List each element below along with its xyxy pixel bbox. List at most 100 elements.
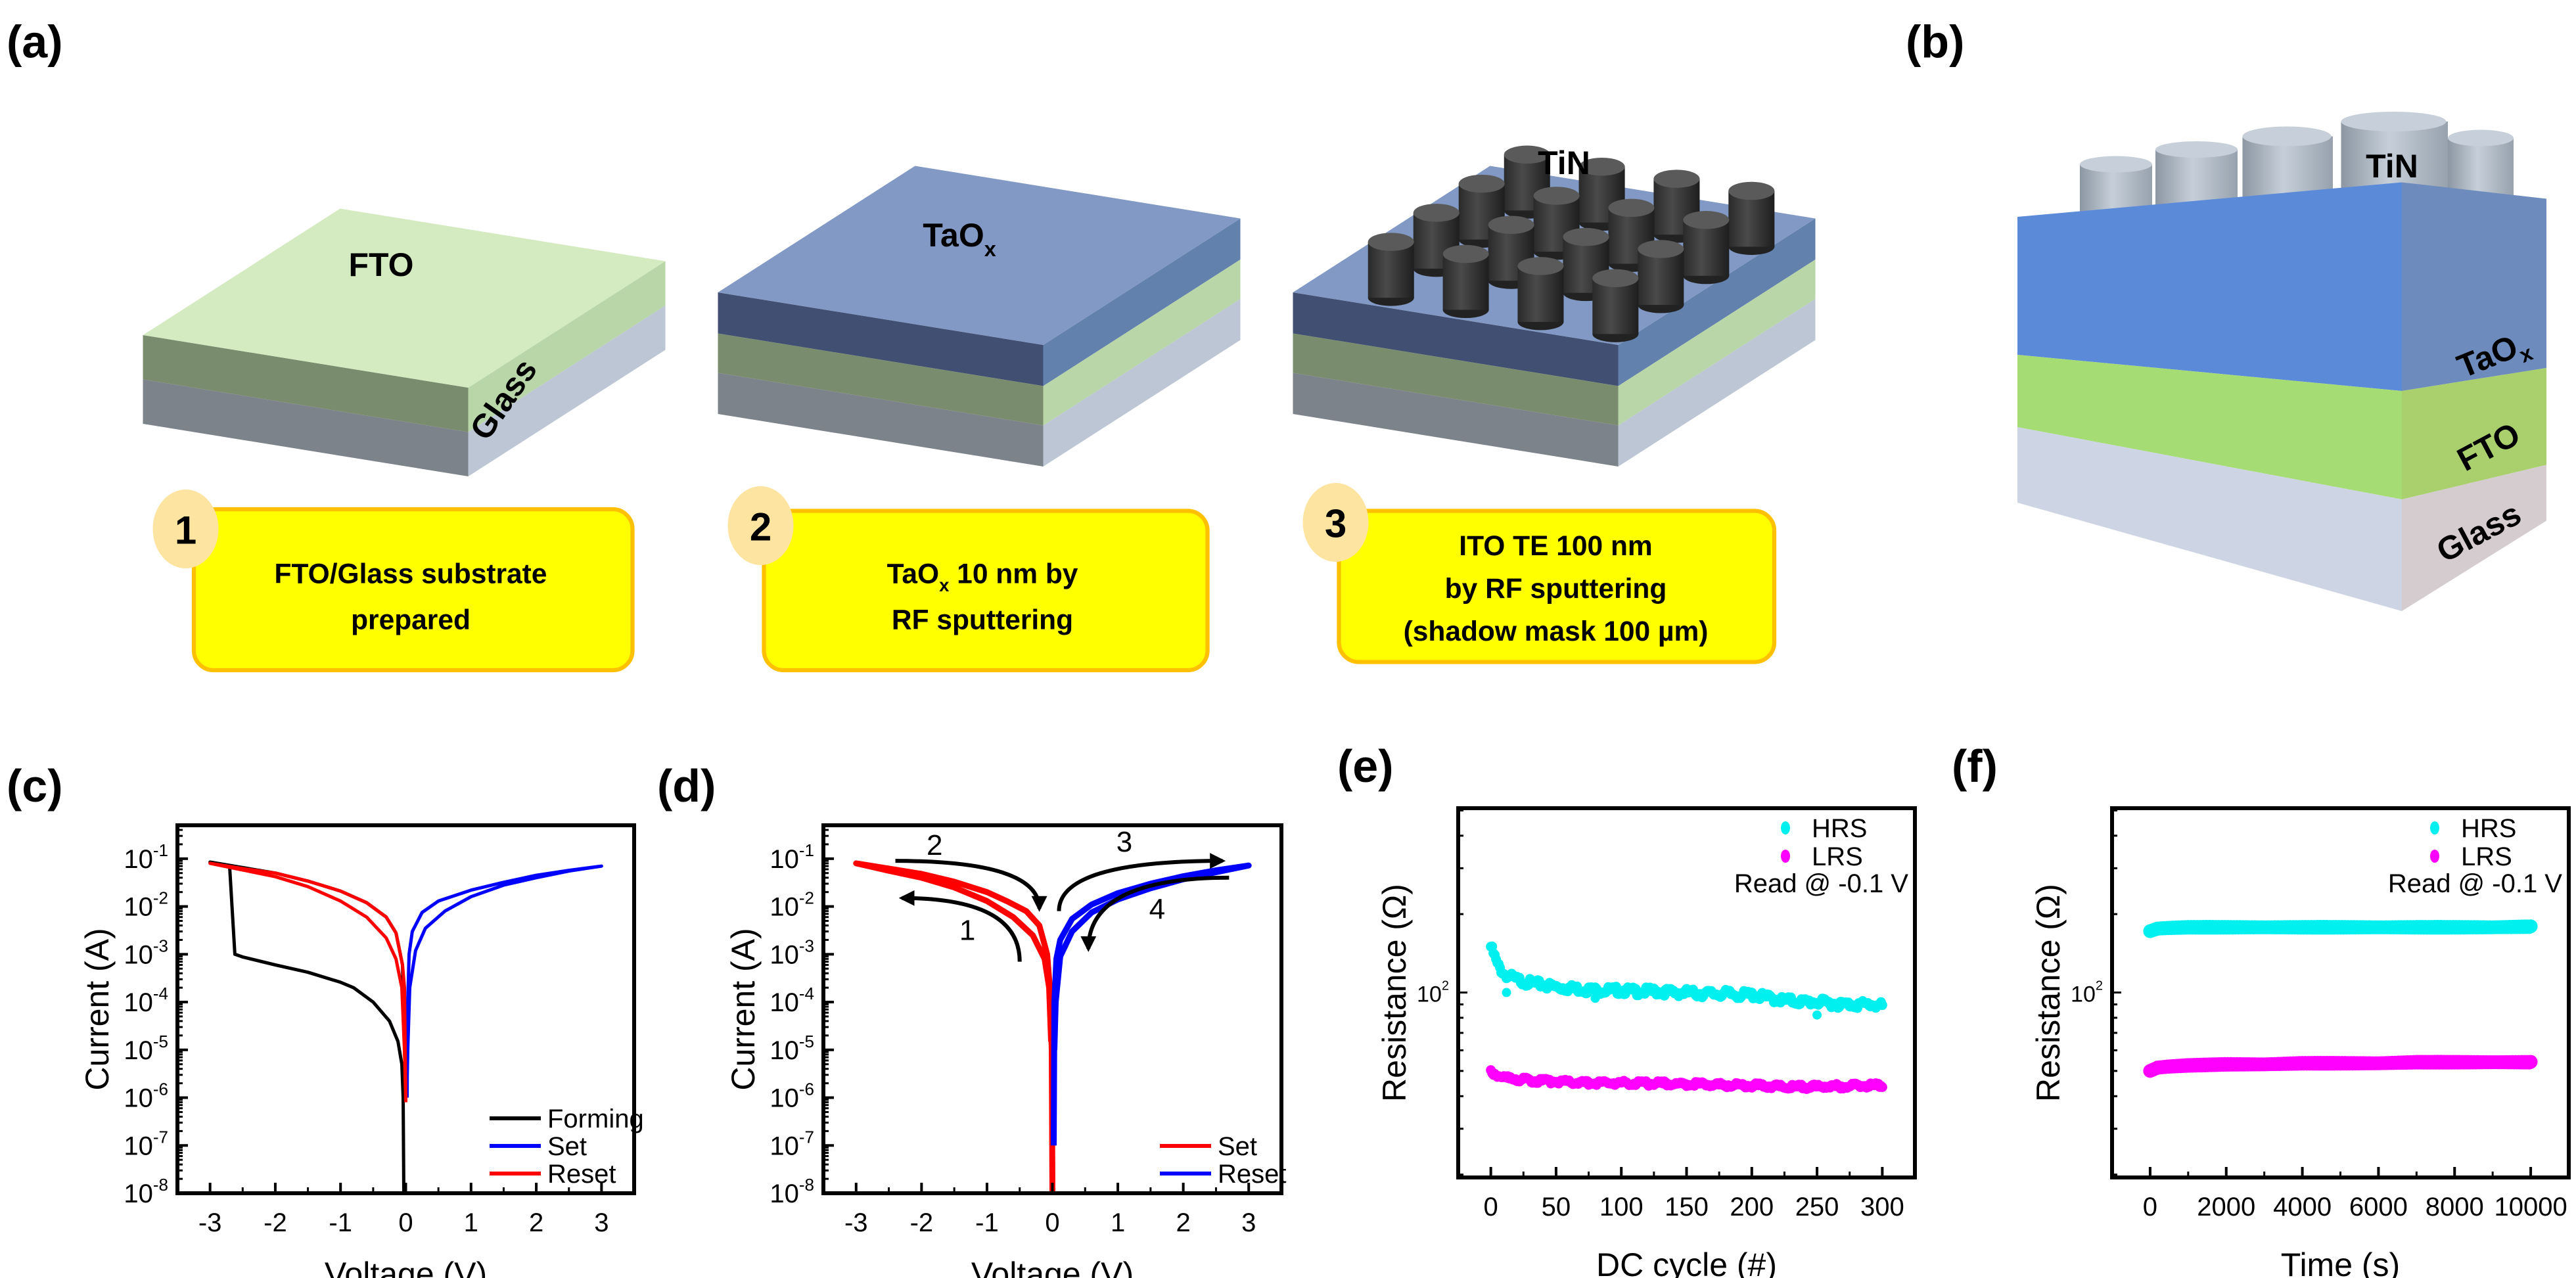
y-tick-label: 10-6 [770, 1080, 814, 1113]
y-tick-label: 10-3 [124, 936, 168, 969]
tin-cylinder-top [1683, 211, 1730, 229]
fto-layer-right [468, 261, 666, 432]
step-1: 1 FTO/Glass substrate prepared [152, 490, 635, 673]
plot-area [2143, 919, 2538, 1078]
device-structure-b: TiN TaOx FTO Glass [2017, 112, 2546, 611]
y-tick-label: 10-2 [124, 888, 168, 922]
charts: -3 -2 -1 0 1 2 310-110-210-310-410-510-610-710… [79, 806, 2571, 1278]
tin-cylinder-top [1504, 145, 1550, 164]
plot-frame [175, 823, 636, 1195]
tin-label: TiN [1538, 145, 1590, 181]
y-tick-label: 10-2 [770, 888, 814, 922]
data-point [2523, 1055, 2538, 1069]
y-tick-label: 10-6 [124, 1080, 168, 1113]
tin-electrode-array [1368, 145, 1775, 342]
tin-cylinder-top [1563, 227, 1609, 246]
y-axis-title: Current (A) [725, 928, 762, 1090]
tin-cylinder-top [1653, 170, 1700, 188]
series-reset [208, 861, 407, 1103]
tin-cylinder [1683, 211, 1730, 285]
x-tick-label: 150 [1665, 1193, 1709, 1221]
glass-layer-side [2402, 465, 2546, 611]
series-reset [1051, 862, 1252, 1146]
outlier-point [1590, 993, 1600, 1003]
sweep-arrow [1057, 853, 1226, 911]
tin-cylinder-top [1592, 269, 1639, 288]
fto-layer-top [143, 208, 666, 388]
fto-layer-front [2017, 355, 2402, 499]
y-tick-label: 10-1 [770, 840, 814, 874]
outlier-point [1502, 988, 1511, 997]
series-set [405, 864, 603, 1098]
legend-label: HRS [2461, 814, 2516, 843]
outlier-point [1812, 1010, 1822, 1020]
glass-layer-front [2017, 427, 2402, 611]
plot-frame [821, 823, 1283, 1195]
legend-marker [1781, 850, 1790, 863]
y-tick-label: 10-3 [770, 936, 814, 969]
panel-label-c: (c) [7, 760, 63, 811]
sweep-label: 2 [927, 829, 942, 861]
step-text-line: prepared [351, 605, 471, 636]
x-tick-label: 0 [2143, 1193, 2157, 1221]
fto-label: FTO [348, 246, 413, 283]
step-number: 3 [1325, 502, 1346, 546]
legend-label: Reset [547, 1160, 616, 1189]
step-text-line: TaOx 10 nm by [887, 559, 1078, 596]
x-tick-label: 2 [529, 1208, 543, 1237]
step-box [762, 509, 1210, 673]
legend-label: Set [1218, 1132, 1257, 1161]
x-tick-label: 2000 [2197, 1193, 2255, 1221]
x-tick-label: 8000 [2426, 1193, 2484, 1221]
y-tick-label: 102 [1417, 979, 1449, 1007]
taox-layer-front [2017, 182, 2402, 391]
tin-cylinder-top [1578, 157, 1625, 176]
y-tick-label: 10-4 [124, 984, 168, 1017]
taox-layer-left [718, 292, 1044, 386]
glass-layer-right [1043, 299, 1241, 467]
legend-marker [1781, 821, 1790, 834]
chart-e: 0 50 100 150 200 250 300 102 DC cycle (#) Resista… [1376, 806, 1917, 1278]
x-tick-label: 10000 [2494, 1193, 2567, 1221]
x-tick-label: -2 [264, 1208, 287, 1237]
legend-label: HRS [1812, 814, 1867, 843]
tin-cylinder-top [1413, 204, 1460, 222]
tin-cylinder [1638, 240, 1684, 313]
taox-label: TaOx [923, 217, 996, 261]
tin-cylinder-top [1442, 244, 1489, 263]
x-tick-label: 250 [1795, 1193, 1839, 1221]
step-box [1337, 509, 1777, 664]
read-voltage-note: Read @ -0.1 V [2388, 869, 2562, 898]
legend-label: Reset [1218, 1160, 1287, 1189]
panel-label-d: (d) [657, 760, 716, 811]
tin-cylinder [1592, 269, 1639, 342]
x-tick-label: 4000 [2273, 1193, 2332, 1221]
data-point [2523, 919, 2538, 934]
x-axis-title: Voltage (V) [325, 1256, 487, 1278]
panel-label-f: (f) [1952, 741, 1998, 792]
glass-layer-left [1293, 373, 1619, 467]
step-number-circle [727, 486, 794, 565]
tin-cylinder [1368, 233, 1414, 306]
step-text-line: ITO TE 100 nm [1459, 531, 1652, 562]
series-lrs [2143, 1055, 2538, 1078]
x-axis-title: Voltage (V) [971, 1256, 1134, 1278]
taox-layer-right [1618, 218, 1816, 386]
schematic-panels: (a) (b) FTO Glass TaOx TiN 1 FTO/Glass s… [7, 16, 2546, 673]
x-axis-title: DC cycle (#) [1596, 1246, 1777, 1278]
y-tick-label: 102 [2071, 979, 2103, 1007]
plot-frame [1456, 806, 1917, 1179]
legend-label: Set [547, 1132, 587, 1161]
x-tick-label: 200 [1730, 1193, 1774, 1221]
taox-layer-right [1043, 218, 1241, 386]
sweep-label: 1 [959, 914, 975, 946]
tin-cylinder-top [2155, 141, 2238, 158]
taox-fto-glass-block [718, 166, 1241, 467]
tin-cylinder-top [2242, 126, 2332, 147]
y-tick-label: 10-1 [124, 840, 168, 874]
series-lrs [1486, 1065, 1887, 1094]
y-tick-label: 10-4 [770, 984, 814, 1017]
legend-label: LRS [2461, 842, 2512, 871]
x-tick-label: 3 [594, 1208, 609, 1237]
